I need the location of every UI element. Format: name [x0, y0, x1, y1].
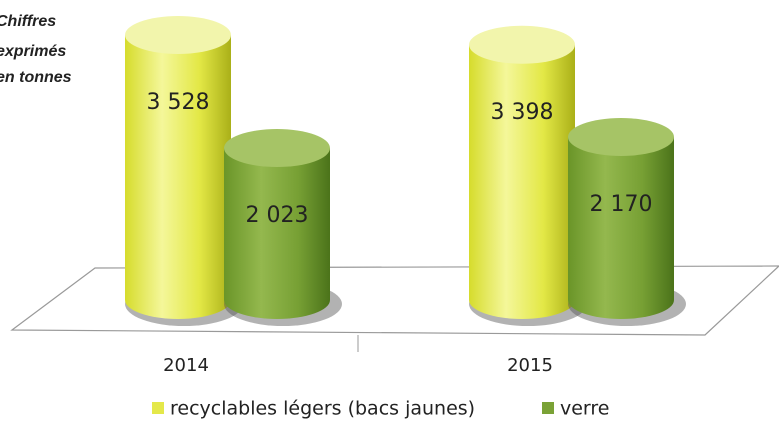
- x-tick-label: 2015: [507, 355, 553, 376]
- cylinder-body: [469, 44, 575, 319]
- annotation: exprimés: [0, 43, 66, 60]
- value-label: 2 023: [246, 203, 309, 228]
- annotation: en tonnes: [0, 69, 72, 86]
- legend-swatch: [542, 402, 554, 414]
- value-label: 2 170: [590, 192, 653, 217]
- x-tick-label: 2014: [163, 355, 209, 376]
- cylinder-body: [568, 137, 674, 319]
- cylinder-body: [125, 35, 231, 319]
- value-label: 3 528: [147, 90, 210, 115]
- cylinder-body: [224, 148, 330, 319]
- legend-label: recyclables légers (bacs jaunes): [170, 398, 475, 420]
- legend-label: verre: [560, 398, 610, 420]
- legend-swatch: [152, 402, 164, 414]
- cylinder-top: [125, 16, 231, 54]
- annotation: Chiffres: [0, 13, 56, 30]
- cylinder-top: [469, 25, 575, 64]
- value-label: 3 398: [491, 100, 554, 125]
- cylinder-top: [568, 118, 674, 157]
- cylinder-top: [224, 129, 330, 168]
